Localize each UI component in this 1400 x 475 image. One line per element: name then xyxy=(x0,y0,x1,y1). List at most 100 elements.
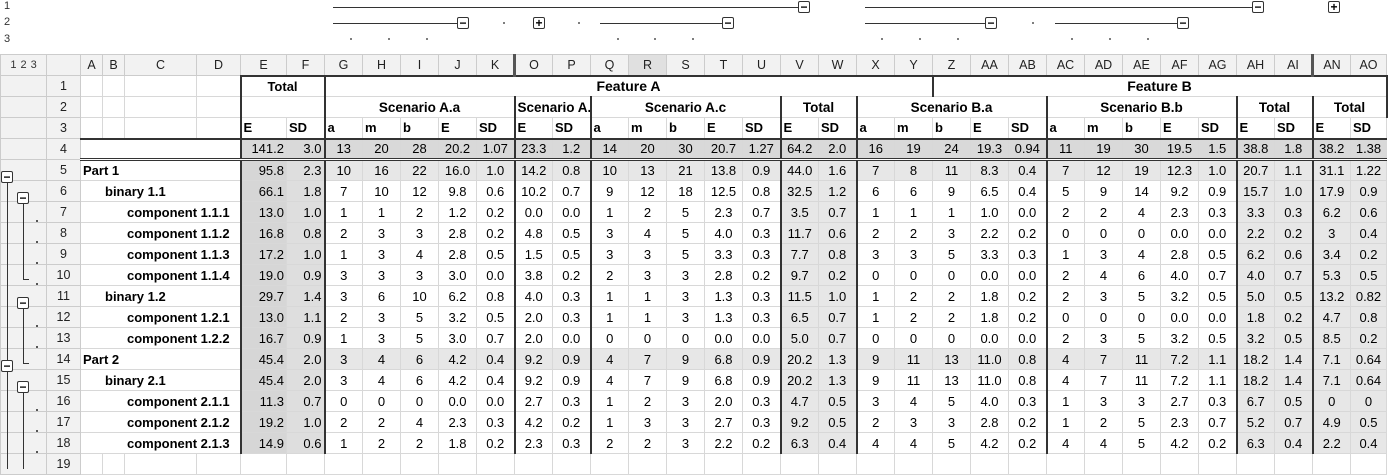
data-cell[interactable]: 1 xyxy=(1045,411,1085,433)
cell[interactable] xyxy=(742,453,781,475)
row-number[interactable]: 7 xyxy=(46,201,81,223)
data-cell[interactable]: 14.9 xyxy=(239,432,287,454)
data-cell[interactable]: 0.5 xyxy=(552,222,591,244)
data-cell[interactable]: 1 xyxy=(1045,390,1085,412)
data-cell[interactable]: 19.2 xyxy=(239,411,287,433)
data-cell[interactable]: 0.9 xyxy=(742,348,781,370)
column-header[interactable]: G xyxy=(324,54,363,76)
data-cell[interactable]: 2.2 xyxy=(1235,222,1275,244)
data-cell[interactable]: 13 xyxy=(932,369,971,391)
cell[interactable] xyxy=(1084,453,1123,475)
data-cell[interactable]: 3 xyxy=(589,222,629,244)
column-header[interactable]: P xyxy=(552,54,591,76)
collapse-group-button[interactable]: − xyxy=(1252,1,1264,13)
data-cell[interactable]: 0 xyxy=(1350,390,1387,412)
column-header[interactable]: T xyxy=(704,54,743,76)
data-cell[interactable]: 141.2 xyxy=(239,137,287,161)
data-cell[interactable]: 45.4 xyxy=(239,348,287,370)
data-cell[interactable]: 0.64 xyxy=(1350,348,1387,370)
data-cell[interactable]: 3 xyxy=(666,432,705,454)
data-cell[interactable]: 19.5 xyxy=(1160,137,1199,161)
data-cell[interactable]: 2.8 xyxy=(438,222,477,244)
data-cell[interactable]: 0 xyxy=(894,327,933,349)
data-cell[interactable]: 0 xyxy=(628,327,667,349)
data-cell[interactable]: 6.2 xyxy=(1311,201,1351,223)
data-cell[interactable]: 3 xyxy=(666,264,705,286)
data-cell[interactable]: 9 xyxy=(666,369,705,391)
data-cell[interactable]: 3 xyxy=(1084,285,1123,307)
data-cell[interactable]: 4.7 xyxy=(1311,306,1351,328)
column-outline-level-2[interactable]: 2 xyxy=(3,16,11,28)
data-cell[interactable]: 2 xyxy=(1045,201,1085,223)
data-cell[interactable]: 1 xyxy=(589,285,629,307)
data-cell[interactable]: 1.8 xyxy=(970,306,1009,328)
data-cell[interactable]: 3 xyxy=(666,411,705,433)
data-cell[interactable]: 0 xyxy=(1045,306,1085,328)
data-cell[interactable]: 2.7 xyxy=(704,411,743,433)
data-cell[interactable]: 14 xyxy=(1122,180,1161,202)
data-cell[interactable]: 7.1 xyxy=(1311,369,1351,391)
column-header[interactable]: O xyxy=(513,54,553,76)
data-cell[interactable]: 1.1 xyxy=(1198,348,1237,370)
data-cell[interactable]: 2 xyxy=(1045,285,1085,307)
data-cell[interactable]: 0.0 xyxy=(552,201,591,223)
cell[interactable] xyxy=(818,453,857,475)
collapse-group-button[interactable]: − xyxy=(457,17,469,29)
data-cell[interactable]: 7 xyxy=(1084,369,1123,391)
cell[interactable] xyxy=(240,453,287,475)
data-cell[interactable]: 5 xyxy=(1122,432,1161,454)
data-cell[interactable]: 5.3 xyxy=(1311,264,1351,286)
cell[interactable] xyxy=(102,75,125,97)
data-cell[interactable]: 0.3 xyxy=(1008,390,1047,412)
data-cell[interactable]: 9 xyxy=(1084,180,1123,202)
data-cell[interactable]: 0.5 xyxy=(1198,285,1237,307)
data-cell[interactable]: 2 xyxy=(1084,411,1123,433)
data-cell[interactable]: 19.0 xyxy=(239,264,287,286)
cell[interactable] xyxy=(102,96,125,118)
data-cell[interactable]: 0.0 xyxy=(1160,306,1199,328)
data-cell[interactable]: 1 xyxy=(855,306,895,328)
data-cell[interactable]: 0.8 xyxy=(1008,348,1047,370)
data-cell[interactable]: 3.0 xyxy=(286,137,325,161)
data-cell[interactable]: 0.6 xyxy=(476,180,515,202)
data-cell[interactable]: 0.2 xyxy=(1008,222,1047,244)
data-cell[interactable]: 1.0 xyxy=(1274,180,1313,202)
data-cell[interactable]: 3 xyxy=(1084,327,1123,349)
data-cell[interactable]: 7.2 xyxy=(1160,348,1199,370)
header-cell-stat[interactable]: SD xyxy=(1350,117,1387,140)
data-cell[interactable]: 0.5 xyxy=(1350,264,1387,286)
data-cell[interactable]: 0.3 xyxy=(552,285,591,307)
data-cell[interactable]: 6.7 xyxy=(1235,390,1275,412)
column-header[interactable]: AD xyxy=(1084,54,1123,76)
data-cell[interactable]: 0.3 xyxy=(1198,201,1237,223)
data-cell[interactable]: 0 xyxy=(589,327,629,349)
data-cell[interactable]: 0.2 xyxy=(476,222,515,244)
data-cell[interactable]: 1 xyxy=(323,243,363,265)
row-label[interactable]: binary 1.2 xyxy=(80,285,241,307)
data-cell[interactable]: 0.0 xyxy=(1160,222,1199,244)
data-cell[interactable]: 0.6 xyxy=(286,432,325,454)
collapse-row-group-button[interactable]: − xyxy=(17,297,29,309)
row-number[interactable]: 8 xyxy=(46,222,81,244)
data-cell[interactable]: 0.2 xyxy=(1350,243,1387,265)
data-cell[interactable]: 2.3 xyxy=(513,432,553,454)
data-cell[interactable]: 9.2 xyxy=(513,348,553,370)
data-cell[interactable]: 0 xyxy=(362,390,401,412)
data-cell[interactable]: 0.3 xyxy=(742,222,781,244)
data-cell[interactable]: 3.3 xyxy=(704,243,743,265)
row-number[interactable]: 16 xyxy=(46,390,81,412)
data-cell[interactable]: 6.3 xyxy=(779,432,819,454)
data-cell[interactable]: 0 xyxy=(855,264,895,286)
data-cell[interactable]: 11.0 xyxy=(970,348,1009,370)
data-cell[interactable]: 1.4 xyxy=(1274,348,1313,370)
column-header[interactable]: H xyxy=(362,54,401,76)
data-cell[interactable]: 6 xyxy=(400,369,439,391)
header-cell-scenario-bb[interactable]: Scenario B.b xyxy=(1045,96,1238,118)
data-cell[interactable]: 6 xyxy=(362,285,401,307)
data-cell[interactable]: 9.2 xyxy=(779,411,819,433)
data-cell[interactable]: 0.2 xyxy=(1198,432,1237,454)
data-cell[interactable]: 0.3 xyxy=(1008,243,1047,265)
data-cell[interactable]: 9.2 xyxy=(1160,180,1199,202)
data-cell[interactable]: 32.5 xyxy=(779,180,819,202)
data-cell[interactable]: 3 xyxy=(666,285,705,307)
